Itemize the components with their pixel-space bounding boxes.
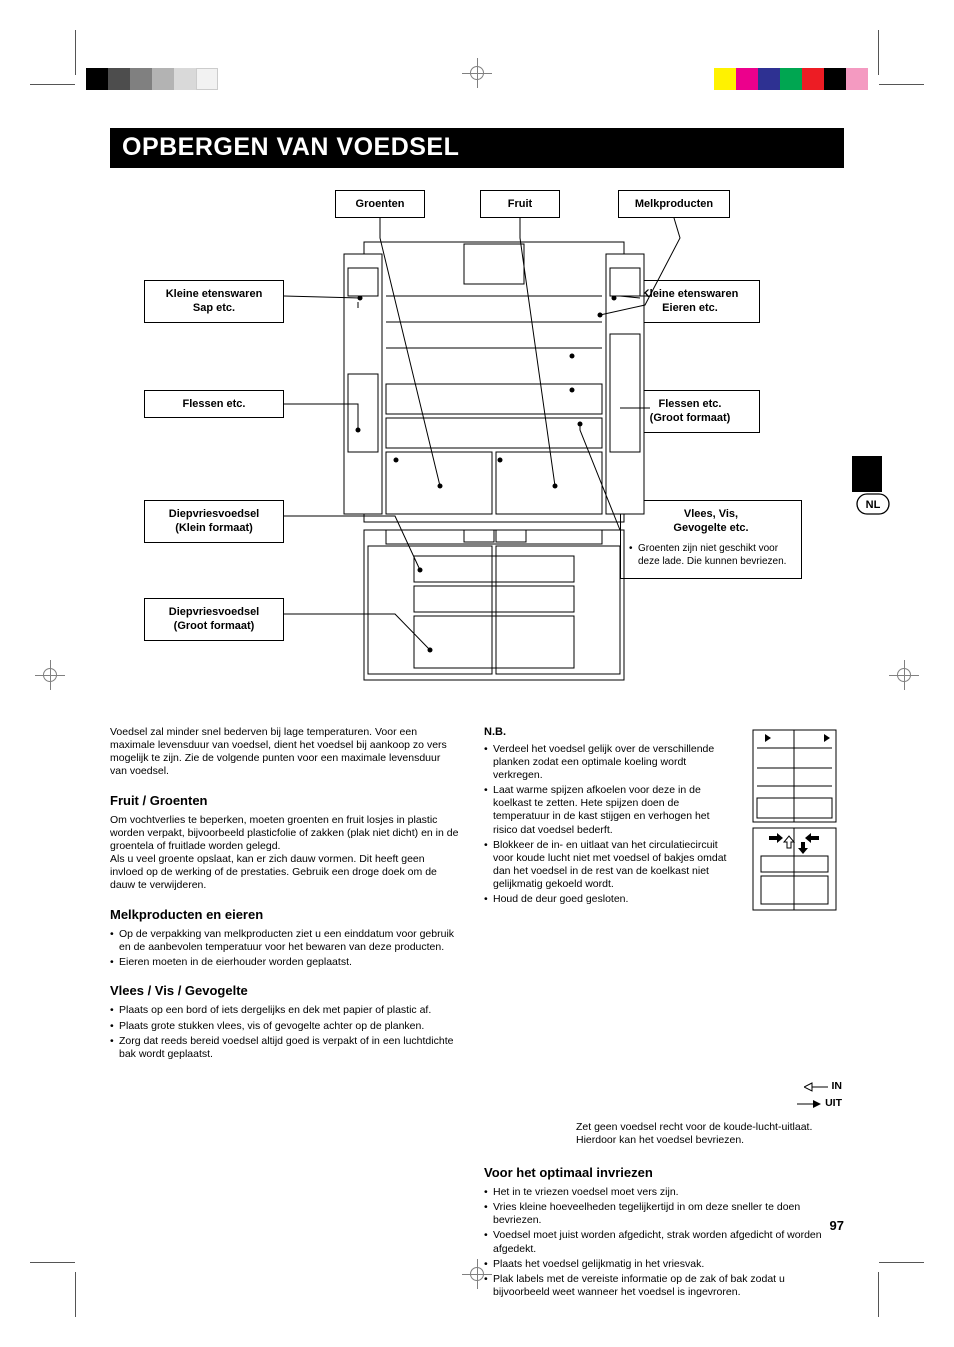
side-tab [852, 456, 882, 492]
mini-caption: Zet geen voedsel recht voor de koude-luc… [576, 1121, 842, 1147]
col-right: N.B. Verdeel het voedsel gelijk over de … [484, 726, 842, 1301]
label-kleine-sap: Kleine etenswaren Sap etc. [144, 280, 284, 323]
crosshair-left [35, 660, 65, 690]
label-melkproducten: Melkproducten [618, 190, 730, 218]
inv-b1: Het in te vriezen voedsel moet vers zijn… [484, 1186, 842, 1199]
uit-label: UIT [825, 1097, 842, 1110]
h-melk: Melkproducten en eieren [110, 907, 460, 923]
inv-b3: Voedsel moet juist worden afgedicht, str… [484, 1229, 842, 1255]
nb-b4: Houd de deur goed gesloten. [484, 893, 729, 906]
label-diepvries-klein: Diepvriesvoedsel (Klein formaat) [144, 500, 284, 543]
in-row: IN [484, 1080, 842, 1093]
in-label: IN [832, 1080, 843, 1093]
inv-b2: Vries kleine hoeveelheden tegelijkertijd… [484, 1201, 842, 1227]
col-left: Voedsel zal minder snel bederven bij lag… [110, 726, 460, 1063]
fridge-diagram: Groenten Fruit Melkproducten Kleine eten… [110, 190, 844, 710]
vlees-b2: Plaats grote stukken vlees, vis of gevog… [110, 1020, 460, 1033]
uit-row: UIT [484, 1097, 842, 1110]
page-title: OPBERGEN VAN VOEDSEL [110, 128, 844, 168]
inv-b5: Plak labels met de vereiste informatie o… [484, 1273, 842, 1299]
label-diepvries-groot: Diepvriesvoedsel (Groot formaat) [144, 598, 284, 641]
label-fruit: Fruit [480, 190, 560, 218]
crosshair-right [889, 660, 919, 690]
lang-badge: NL [856, 493, 890, 515]
inv-b4: Plaats het voedsel gelijkmatig in het vr… [484, 1258, 842, 1271]
h-invriezen: Voor het optimaal invriezen [484, 1165, 842, 1181]
h-vlees: Vlees / Vis / Gevogelte [110, 983, 460, 999]
page-number: 97 [830, 1218, 844, 1233]
fridge-svg [324, 234, 664, 684]
label-groenten: Groenten [335, 190, 425, 218]
label-flessen: Flessen etc. [144, 390, 284, 418]
mini-fridge-diagram [747, 728, 842, 922]
h-nb: N.B. [484, 726, 729, 740]
p-fruit: Om vochtverlies te beperken, moeten groe… [110, 814, 460, 893]
vlees-b1: Plaats op een bord of iets dergelijks en… [110, 1004, 460, 1017]
melk-b2: Eieren moeten in de eierhouder worden ge… [110, 956, 460, 969]
intro-para: Voedsel zal minder snel bederven bij lag… [110, 726, 460, 779]
page-body: NL OPBERGEN VAN VOEDSEL Groenten Fruit M… [76, 84, 878, 1263]
h-fruit: Fruit / Groenten [110, 793, 460, 809]
nb-b3: Blokkeer de in- en uitlaat van het circu… [484, 839, 729, 892]
melk-b1: Op de verpakking van melkproducten ziet … [110, 928, 460, 954]
lang-badge-text: NL [866, 499, 881, 511]
vlees-b3: Zorg dat reeds bereid voedsel altijd goe… [110, 1035, 460, 1061]
nb-b2: Laat warme spijzen afkoelen voor deze in… [484, 784, 729, 837]
nb-b1: Verdeel het voedsel gelijk over de versc… [484, 743, 729, 782]
